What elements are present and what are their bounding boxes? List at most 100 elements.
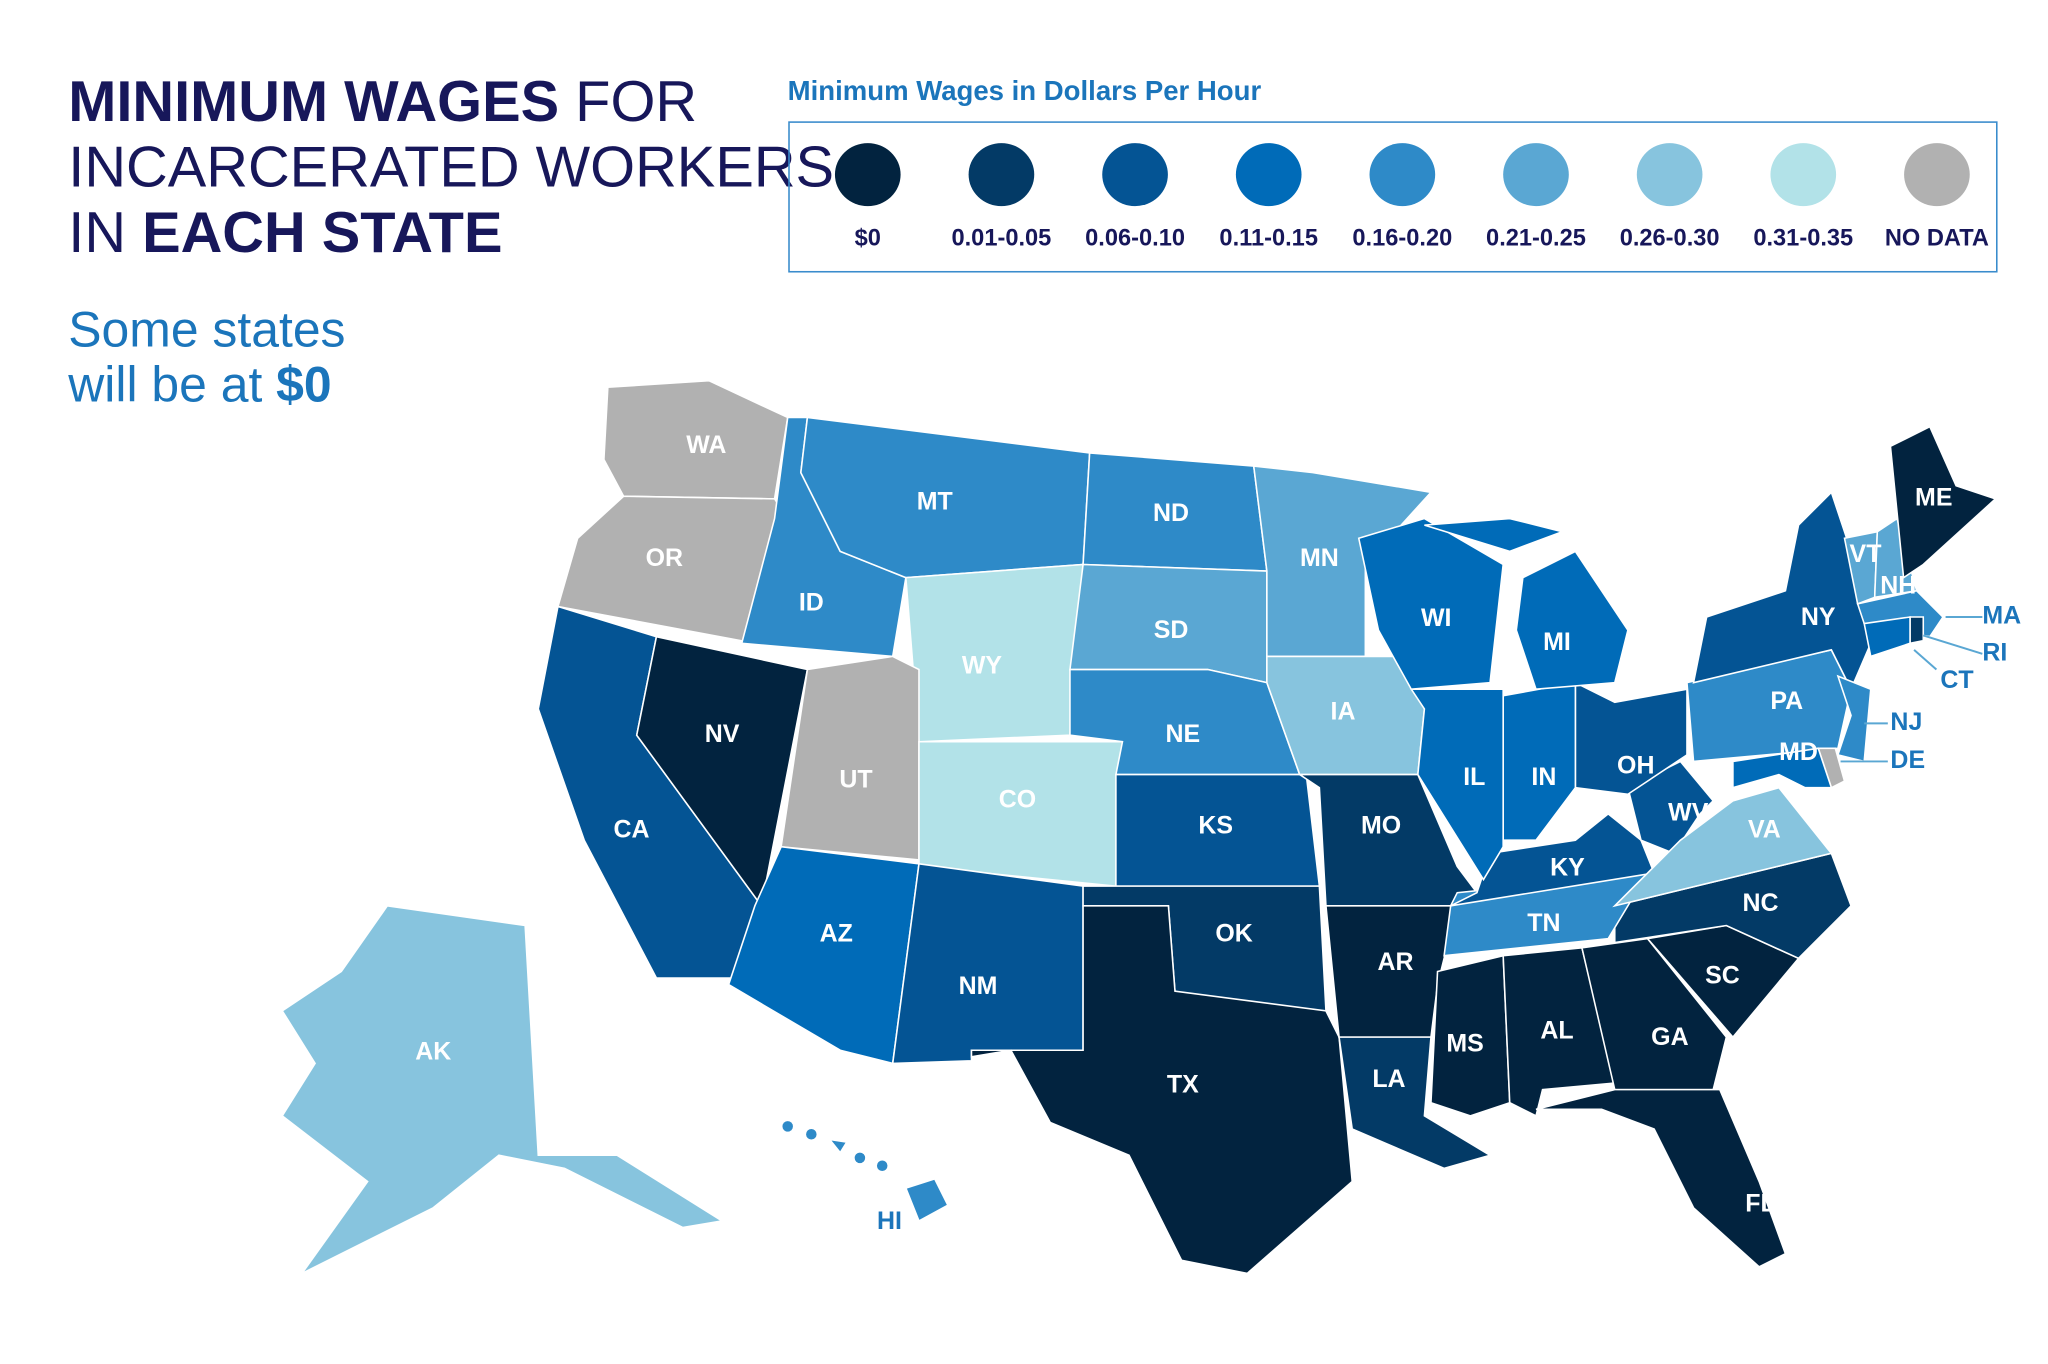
state-shape-ct (1863, 616, 1911, 658)
legend-swatch-b6 (1636, 143, 1703, 207)
state-label-nv: NV (705, 720, 740, 748)
state-label-ky: KY (1550, 854, 1585, 882)
legend-swatch-b4 (1369, 143, 1436, 207)
legend: Minimum Wages in Dollars Per Hour $0 0.01… (788, 75, 1998, 273)
state-shape-nm (891, 862, 1084, 1065)
state-shape-mn (1252, 465, 1433, 658)
state-ar (1325, 905, 1459, 1038)
state-shape-me (1889, 425, 1997, 580)
state-mi (1424, 517, 1629, 691)
subtitle-line-2: will be at $0 (67, 357, 331, 413)
title-line-3: IN EACH STATE (68, 201, 502, 265)
state-label-pa: PA (1770, 687, 1803, 715)
legend-label-b2: 0.06-0.10 (1085, 225, 1185, 251)
state-label-nc: NC (1742, 889, 1778, 917)
state-hi (782, 1121, 949, 1223)
state-label-de: DE (1890, 746, 1925, 774)
state-shape-hi (904, 1177, 949, 1223)
state-shape-nj (1836, 674, 1872, 763)
state-shape-ga (1580, 937, 1728, 1091)
legend-swatch-b3 (1235, 143, 1302, 207)
state-label-tx: TX (1167, 1070, 1199, 1098)
legend-swatch-b7 (1770, 143, 1837, 207)
state-label-mn: MN (1300, 544, 1339, 572)
state-label-ne: NE (1166, 720, 1201, 748)
state-label-ak: AK (415, 1037, 451, 1065)
state-shape-ak (281, 904, 725, 1275)
state-label-nh: NH (1880, 571, 1916, 599)
state-me (1889, 425, 1997, 580)
legend-swatch-nd (1904, 143, 1970, 207)
legend-label-b4: 0.16-0.20 (1352, 225, 1452, 251)
state-shape-il (1409, 688, 1504, 882)
label-leader-lines (1840, 616, 1983, 763)
state-shape-ky (1450, 812, 1656, 907)
state-in (1502, 681, 1577, 841)
state-shape-wi (1357, 517, 1505, 691)
subtitle-block: Some states will be at $0 (67, 302, 345, 413)
state-shape-md (1732, 747, 1833, 789)
state-shape-ny (1692, 490, 1872, 692)
state-label-wa: WA (686, 431, 726, 459)
leader-line-ct (1913, 649, 1938, 671)
state-label-in: IN (1531, 763, 1556, 791)
state-shape-fl (1535, 1088, 1787, 1268)
state-shape-ri (1909, 616, 1925, 645)
state-mn (1252, 465, 1433, 658)
state-label-mo: MO (1361, 812, 1401, 840)
state-ct (1863, 616, 1911, 658)
state-shape-in (1502, 681, 1577, 841)
state-md (1732, 747, 1833, 789)
state-shape-tx (970, 905, 1354, 1275)
legend-label-b6: 0.26-0.30 (1620, 225, 1720, 251)
state-shape-mi (1515, 550, 1629, 691)
state-label-sd: SD (1154, 616, 1189, 644)
state-co (918, 740, 1124, 888)
state-label-co: CO (999, 785, 1036, 813)
state-nm (891, 862, 1084, 1065)
state-ky (1450, 812, 1656, 907)
state-label-id: ID (799, 588, 824, 616)
state-wi (1357, 517, 1505, 691)
state-label-vt: VT (1850, 540, 1882, 568)
state-shape-co (918, 740, 1124, 888)
state-label-md: MD (1779, 738, 1818, 766)
state-label-oh: OH (1617, 751, 1654, 779)
state-label-nj: NJ (1890, 708, 1922, 736)
subtitle-line-1: Some states (68, 302, 345, 358)
state-label-ar: AR (1378, 948, 1414, 976)
state-shape-hi-island (876, 1160, 888, 1172)
state-nj (1836, 674, 1872, 763)
state-label-ks: KS (1198, 812, 1233, 840)
state-label-nd: ND (1153, 499, 1189, 527)
state-label-mi: MI (1543, 628, 1571, 656)
state-label-il: IL (1463, 763, 1485, 791)
state-label-ca: CA (613, 816, 649, 844)
state-ak (281, 904, 725, 1275)
state-label-or: OR (646, 544, 683, 572)
state-shape-va (1612, 786, 1833, 908)
state-label-nm: NM (959, 972, 998, 1000)
state-il (1409, 688, 1504, 882)
legend-swatch-b2 (1102, 143, 1168, 207)
legend-swatch-b5 (1503, 143, 1569, 207)
legend-swatch-b0 (834, 143, 901, 207)
legend-swatch-b1 (968, 143, 1035, 207)
state-shape-ar (1325, 905, 1459, 1038)
state-la (1338, 1036, 1493, 1170)
state-label-va: VA (1748, 816, 1781, 844)
state-fl (1535, 1088, 1787, 1268)
state-va (1612, 786, 1833, 908)
state-label-ct: CT (1940, 666, 1973, 694)
title-line-2: INCARCERATED WORKERS (68, 135, 834, 199)
state-tx (970, 905, 1354, 1275)
state-label-tn: TN (1527, 909, 1560, 937)
states (281, 379, 1997, 1275)
state-shape-la (1338, 1036, 1493, 1170)
state-label-me: ME (1915, 483, 1952, 511)
state-shape-hi (827, 1138, 849, 1154)
state-shape-hi-island (806, 1129, 817, 1140)
leader-line-ri (1922, 634, 1983, 655)
state-label-wy: WY (962, 651, 1003, 679)
